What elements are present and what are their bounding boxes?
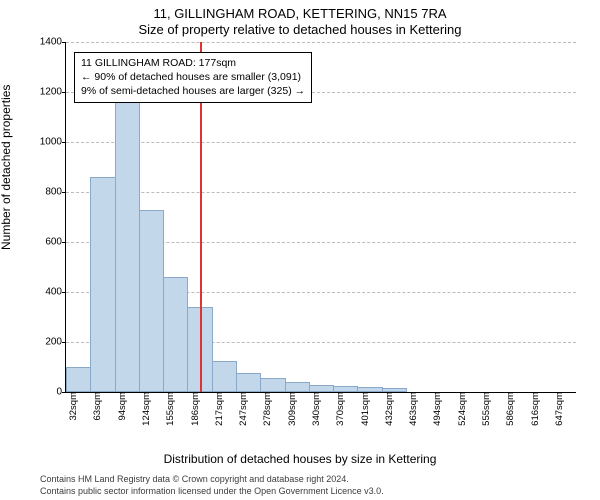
x-tick-label: 494sqm — [432, 392, 443, 426]
histogram-bar — [115, 102, 140, 392]
gridline — [66, 142, 576, 143]
x-tick-label: 247sqm — [238, 392, 249, 426]
annotation-box: 11 GILLINGHAM ROAD: 177sqm ← 90% of deta… — [74, 52, 312, 103]
y-tick-label: 800 — [45, 187, 66, 198]
footnote-2: Contains public sector information licen… — [40, 486, 384, 496]
x-tick-label: 370sqm — [335, 392, 346, 426]
histogram-bar — [163, 277, 188, 392]
x-tick-label: 616sqm — [530, 392, 541, 426]
y-tick-label: 600 — [45, 237, 66, 248]
x-tick-label: 186sqm — [190, 392, 201, 426]
x-tick-label: 524sqm — [457, 392, 468, 426]
chart-plot-area: 020040060080010001200140032sqm63sqm94sqm… — [65, 42, 576, 393]
x-tick-label: 340sqm — [311, 392, 322, 426]
histogram-bar — [285, 382, 310, 392]
y-tick-label: 200 — [45, 337, 66, 348]
x-tick-label: 63sqm — [92, 392, 103, 421]
histogram-bar — [212, 361, 237, 392]
y-tick-label: 1400 — [40, 37, 66, 48]
x-tick-label: 155sqm — [165, 392, 176, 426]
x-tick-label: 401sqm — [360, 392, 371, 426]
x-tick-label: 32sqm — [68, 392, 79, 421]
histogram-bar — [66, 367, 91, 392]
footnote-1: Contains HM Land Registry data © Crown c… — [40, 474, 349, 484]
histogram-bar — [139, 210, 164, 393]
y-tick-label: 400 — [45, 287, 66, 298]
y-tick-label: 0 — [56, 387, 66, 398]
y-tick-label: 1000 — [40, 137, 66, 148]
x-tick-label: 278sqm — [262, 392, 273, 426]
y-tick-label: 1200 — [40, 87, 66, 98]
annotation-line-1: 11 GILLINGHAM ROAD: 177sqm — [81, 56, 305, 70]
gridline — [66, 42, 576, 43]
annotation-line-3: 9% of semi-detached houses are larger (3… — [81, 84, 305, 98]
chart-title-address: 11, GILLINGHAM ROAD, KETTERING, NN15 7RA — [0, 6, 600, 21]
x-tick-label: 217sqm — [214, 392, 225, 426]
gridline — [66, 192, 576, 193]
x-tick-label: 94sqm — [117, 392, 128, 421]
x-tick-label: 555sqm — [481, 392, 492, 426]
chart-title-subtitle: Size of property relative to detached ho… — [0, 22, 600, 37]
x-tick-label: 586sqm — [505, 392, 516, 426]
x-tick-label: 463sqm — [408, 392, 419, 426]
y-axis-label: Number of detached properties — [0, 85, 13, 250]
x-tick-label: 309sqm — [287, 392, 298, 426]
histogram-bar — [236, 373, 261, 392]
annotation-line-2: ← 90% of detached houses are smaller (3,… — [81, 70, 305, 84]
histogram-bar — [90, 177, 115, 392]
x-tick-label: 647sqm — [554, 392, 565, 426]
x-tick-label: 124sqm — [141, 392, 152, 426]
x-axis-label: Distribution of detached houses by size … — [0, 452, 600, 466]
histogram-bar — [260, 378, 285, 392]
x-tick-label: 432sqm — [384, 392, 395, 426]
